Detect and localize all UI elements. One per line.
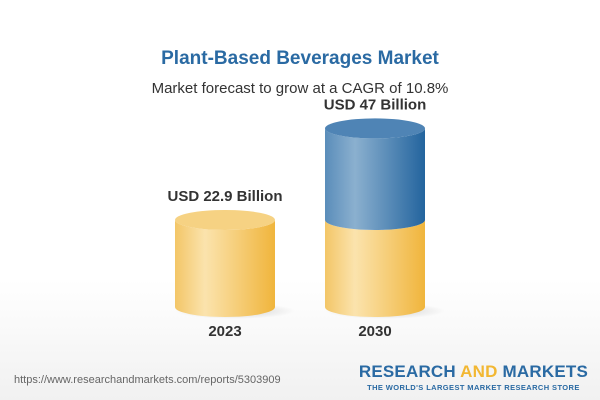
brand-logo: RESEARCH AND MARKETS THE WORLD'S LARGEST… <box>358 362 588 392</box>
category-label: 2023 <box>208 323 241 340</box>
data-label: USD 22.9 Billion <box>167 188 282 205</box>
bar-top <box>175 209 275 230</box>
bar-base-segment <box>325 219 425 317</box>
bar-2023 <box>175 219 275 317</box>
chart-title: Plant-Based Beverages Market <box>161 48 439 69</box>
logo-tagline: THE WORLD'S LARGEST MARKET RESEARCH STOR… <box>367 383 580 392</box>
data-label: USD 47 Billion <box>324 96 427 113</box>
bar-growth-segment <box>325 128 425 230</box>
source-url[interactable]: https://www.researchandmarkets.com/repor… <box>14 374 281 386</box>
cylinder-chart: USD 22.9 Billion 2023 USD 47 Billion 2030 <box>167 96 445 340</box>
category-label: 2030 <box>358 323 391 340</box>
chart-subtitle: Market forecast to grow at a CAGR of 10.… <box>151 80 449 97</box>
bar-top <box>325 118 425 139</box>
